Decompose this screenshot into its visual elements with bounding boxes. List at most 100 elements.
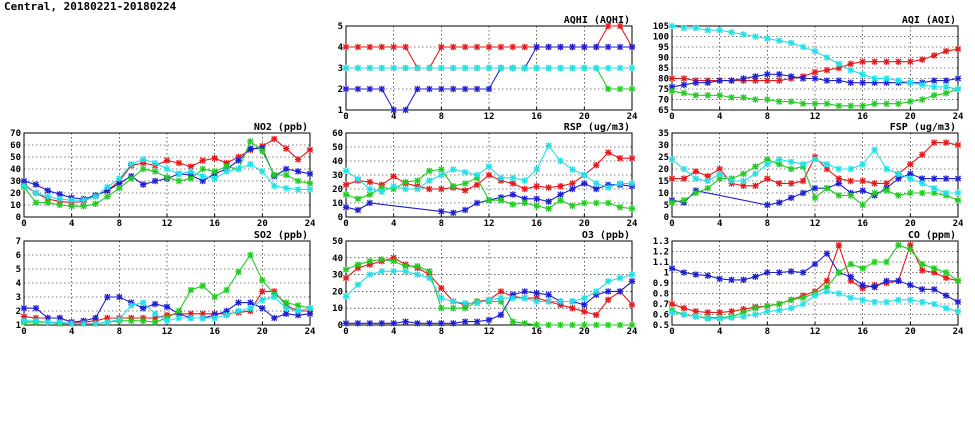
data-point-blue <box>581 43 588 51</box>
data-point-green <box>823 284 831 291</box>
data-point-red <box>776 77 783 84</box>
data-point-blue <box>811 75 819 82</box>
data-point-green <box>871 189 878 197</box>
data-point-red <box>799 177 807 185</box>
data-point-cyan <box>92 320 99 327</box>
data-point-green <box>616 321 624 329</box>
data-point-blue <box>426 320 433 327</box>
data-point-cyan <box>259 168 266 175</box>
x-tick-label: 16 <box>531 327 542 337</box>
data-point-red <box>163 157 171 164</box>
data-point-blue <box>497 311 505 319</box>
data-point-red <box>930 139 938 146</box>
data-point-green <box>211 293 218 301</box>
data-point-green <box>438 166 445 173</box>
data-point-green <box>907 189 914 197</box>
data-point-blue <box>895 175 902 182</box>
data-point-red <box>835 64 843 72</box>
data-point-cyan <box>942 305 950 312</box>
data-point-cyan <box>354 64 362 72</box>
data-point-cyan <box>151 310 159 317</box>
data-point-cyan <box>461 64 469 72</box>
data-point-cyan <box>704 315 711 322</box>
data-point-red <box>835 175 843 182</box>
data-point-blue <box>402 318 409 325</box>
y-tick-label: 0 <box>16 213 21 223</box>
x-tick-label: 24 <box>627 327 638 337</box>
data-point-cyan <box>426 64 433 72</box>
data-point-cyan <box>581 64 588 72</box>
y-tick-label: 40 <box>332 157 343 167</box>
data-point-blue <box>668 265 676 272</box>
data-point-cyan <box>835 60 843 67</box>
chart-6: 0 4 8 12 16 20 24 0 10 20 30 40 50 O3 (ppb) <box>332 230 638 337</box>
data-point-red <box>235 153 242 161</box>
data-point-green <box>354 261 362 268</box>
data-point-cyan <box>787 305 795 312</box>
data-point-cyan <box>883 298 890 306</box>
data-point-green <box>847 192 854 199</box>
data-point-cyan <box>187 314 195 322</box>
data-point-red <box>668 300 676 308</box>
data-point-red <box>871 58 878 65</box>
data-point-green <box>426 167 433 174</box>
data-point-blue <box>692 271 700 278</box>
data-point-blue <box>919 286 926 293</box>
data-point-cyan <box>342 64 350 72</box>
data-point-cyan <box>895 296 902 303</box>
data-point-cyan <box>716 170 723 177</box>
data-point-green <box>811 194 819 201</box>
data-point-blue <box>740 75 747 82</box>
data-point-red <box>668 175 676 182</box>
data-point-cyan <box>680 165 688 173</box>
data-point-green <box>740 170 747 177</box>
x-tick-label: 4 <box>391 112 397 122</box>
x-tick-label: 8 <box>765 219 770 229</box>
x-tick-label: 0 <box>343 219 348 229</box>
data-point-cyan <box>764 308 771 315</box>
data-point-cyan <box>533 166 540 173</box>
data-point-blue <box>20 305 28 312</box>
data-point-cyan <box>569 166 576 173</box>
data-point-cyan <box>521 177 528 184</box>
data-point-cyan <box>390 64 397 72</box>
data-point-cyan <box>438 294 445 302</box>
x-tick-label: 4 <box>391 219 397 229</box>
data-point-red <box>438 43 445 51</box>
data-point-green <box>497 197 505 204</box>
data-point-blue <box>187 171 195 179</box>
data-point-red <box>847 60 854 67</box>
y-tick-label: 25 <box>658 153 669 163</box>
data-point-cyan <box>44 319 52 326</box>
data-point-cyan <box>668 22 676 30</box>
y-tick-label: 1 <box>664 269 669 279</box>
y-tick-label: 50 <box>10 153 21 163</box>
data-point-red <box>692 308 700 315</box>
data-point-cyan <box>883 165 890 173</box>
data-point-red <box>616 22 624 30</box>
data-point-red <box>716 309 723 316</box>
data-point-red <box>942 139 950 146</box>
x-tick-label: 24 <box>953 327 964 337</box>
data-point-cyan <box>175 170 183 177</box>
x-tick-label: 12 <box>484 219 495 229</box>
data-point-blue <box>116 180 123 187</box>
data-point-green <box>787 165 795 173</box>
data-point-red <box>223 159 230 167</box>
data-point-blue <box>930 77 938 84</box>
data-point-green <box>211 168 218 175</box>
data-point-blue <box>581 301 588 309</box>
x-tick-label: 24 <box>953 219 964 229</box>
data-point-blue <box>557 191 564 198</box>
data-point-blue <box>163 303 171 310</box>
y-tick-label: 1 <box>16 321 21 331</box>
data-point-blue <box>942 175 950 182</box>
data-point-cyan <box>80 197 87 204</box>
data-point-red <box>859 58 866 65</box>
data-point-blue <box>593 185 600 193</box>
data-point-cyan <box>752 311 759 318</box>
data-point-red <box>557 301 564 309</box>
